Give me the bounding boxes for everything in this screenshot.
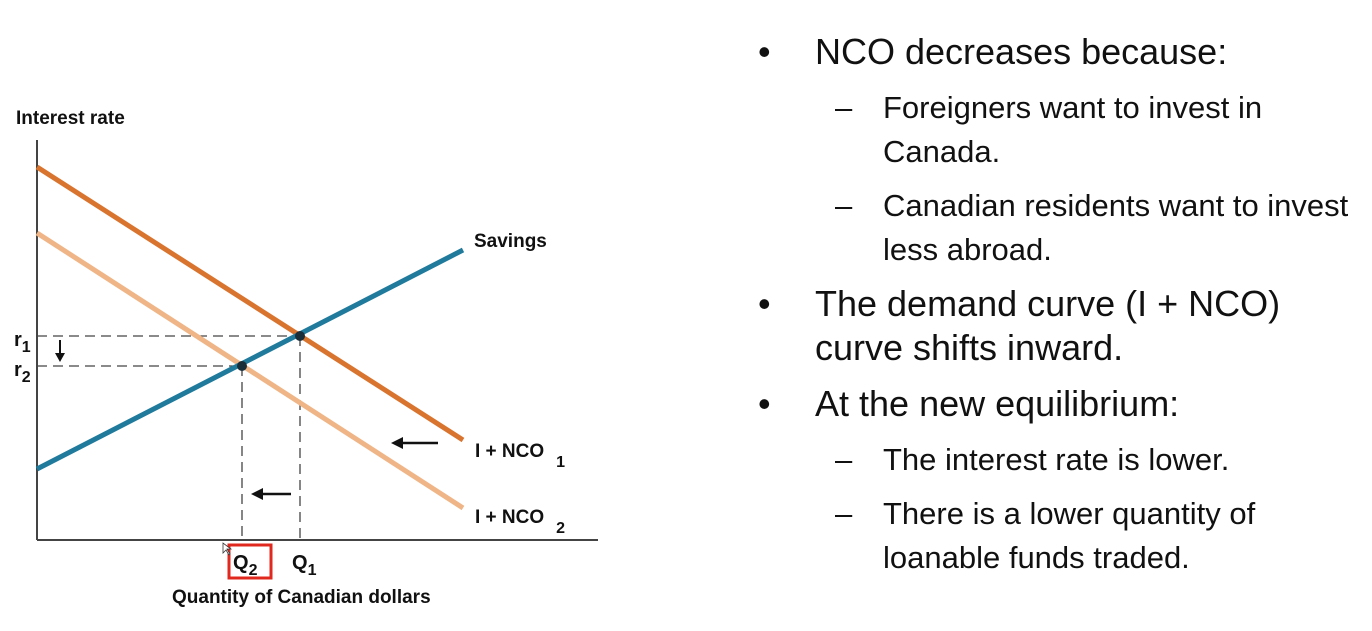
bullet-text: At the new equilibrium: (815, 383, 1180, 424)
demand1-label: I + NCO1 (475, 441, 565, 471)
sub-bullet-interest-lower: – The interest rate is lower. (750, 438, 1365, 482)
demand2-label: I + NCO2 (475, 507, 565, 537)
bullet-glyph: • (758, 31, 771, 72)
q2-highlight-box (227, 543, 273, 580)
quantity-shift-arrow (251, 488, 291, 500)
sub-bullet-lower-quantity: – There is a lower quantity of loanable … (750, 492, 1365, 580)
equilibrium-point-2 (237, 361, 247, 371)
dash-glyph: – (835, 188, 853, 223)
slide-bullets: • NCO decreases because: – Foreigners wa… (750, 30, 1365, 590)
demand-shift-arrow (391, 437, 438, 449)
dash-glyph: – (835, 496, 853, 531)
bullet-text: NCO decreases because: (815, 31, 1228, 72)
dash-glyph: – (835, 442, 853, 477)
sub-bullet-foreigners: – Foreigners want to invest in Canada. (750, 86, 1365, 174)
q1-label: Q1 (292, 552, 317, 579)
savings-curve (35, 247, 465, 472)
loanable-funds-diagram: Interest rate Savings I + NCO1 I + NCO2 … (14, 108, 598, 608)
sub-bullet-text: The interest rate is lower. (883, 442, 1230, 477)
bullet-glyph: • (758, 283, 771, 324)
sub-bullet-text: Foreigners want to invest in Canada. (883, 90, 1263, 169)
bullet-new-equilibrium: • At the new equilibrium: (750, 382, 1365, 426)
y-axis-label: Interest rate (16, 108, 125, 129)
q2-label: Q2 (233, 552, 258, 579)
savings-label: Savings (474, 231, 547, 252)
demand-curve-2 (35, 230, 465, 511)
dash-glyph: – (835, 90, 853, 125)
x-axis-label: Quantity of Canadian dollars (172, 587, 431, 608)
r1-label: r1 (14, 329, 31, 356)
bullet-nco-decreases: • NCO decreases because: (750, 30, 1365, 74)
rate-down-arrow (55, 340, 65, 362)
mouse-cursor-icon (222, 542, 233, 556)
bullet-text: The demand curve (I + NCO) curve shifts … (815, 283, 1281, 368)
r2-label: r2 (14, 359, 31, 386)
bullet-demand-shift: • The demand curve (I + NCO) curve shift… (750, 282, 1365, 370)
equilibrium-point-1 (295, 331, 305, 341)
sub-bullet-text: Canadian residents want to invest less a… (883, 188, 1349, 267)
sub-bullet-text: There is a lower quantity of loanable fu… (883, 496, 1256, 575)
bullet-glyph: • (758, 383, 771, 424)
demand-curve-1 (35, 164, 465, 443)
sub-bullet-residents: – Canadian residents want to invest less… (750, 184, 1365, 272)
